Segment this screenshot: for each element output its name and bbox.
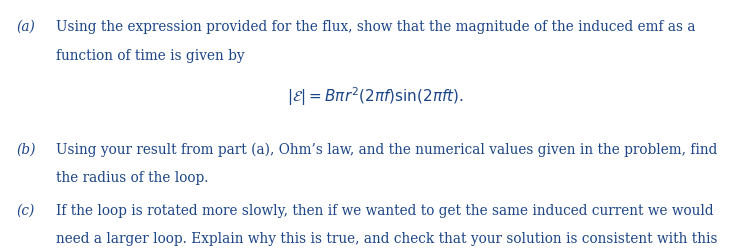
- Text: (c): (c): [16, 204, 34, 218]
- Text: function of time is given by: function of time is given by: [56, 49, 244, 63]
- Text: need a larger loop. Explain why this is true, and check that your solution is co: need a larger loop. Explain why this is …: [56, 232, 718, 246]
- Text: If the loop is rotated more slowly, then if we wanted to get the same induced cu: If the loop is rotated more slowly, then…: [56, 204, 714, 218]
- Text: Using the expression provided for the flux, show that the magnitude of the induc: Using the expression provided for the fl…: [56, 20, 696, 34]
- Text: (b): (b): [16, 142, 36, 156]
- Text: the radius of the loop.: the radius of the loop.: [56, 171, 208, 185]
- Text: $|\mathcal{E}| = B\pi r^2 (2\pi f) \sin(2\pi ft).$: $|\mathcal{E}| = B\pi r^2 (2\pi f) \sin(…: [286, 85, 464, 108]
- Text: (a): (a): [16, 20, 35, 34]
- Text: Using your result from part (a), Ohm’s law, and the numerical values given in th: Using your result from part (a), Ohm’s l…: [56, 142, 718, 157]
